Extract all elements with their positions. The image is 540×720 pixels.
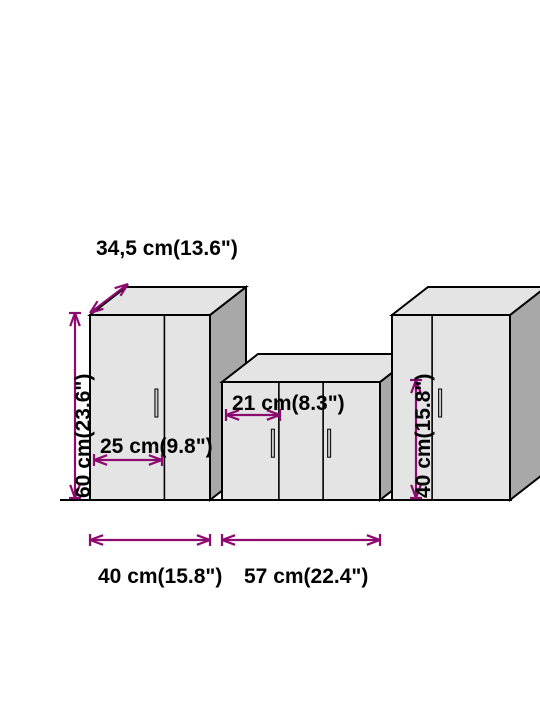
dim-door25: 25 cm(9.8") bbox=[100, 435, 213, 459]
cabinet-middle bbox=[222, 354, 416, 500]
dim-height40: 40 cm(15.8") bbox=[412, 374, 436, 498]
dim-w40: 40 cm(15.8") bbox=[98, 565, 222, 589]
dimension-diagram bbox=[0, 0, 540, 720]
dim-door21: 21 cm(8.3") bbox=[232, 392, 345, 416]
dim-height60: 60 cm(23.6") bbox=[72, 374, 96, 498]
dim-w57: 57 cm(22.4") bbox=[244, 565, 368, 589]
dim-depth: 34,5 cm(13.6") bbox=[96, 237, 238, 261]
